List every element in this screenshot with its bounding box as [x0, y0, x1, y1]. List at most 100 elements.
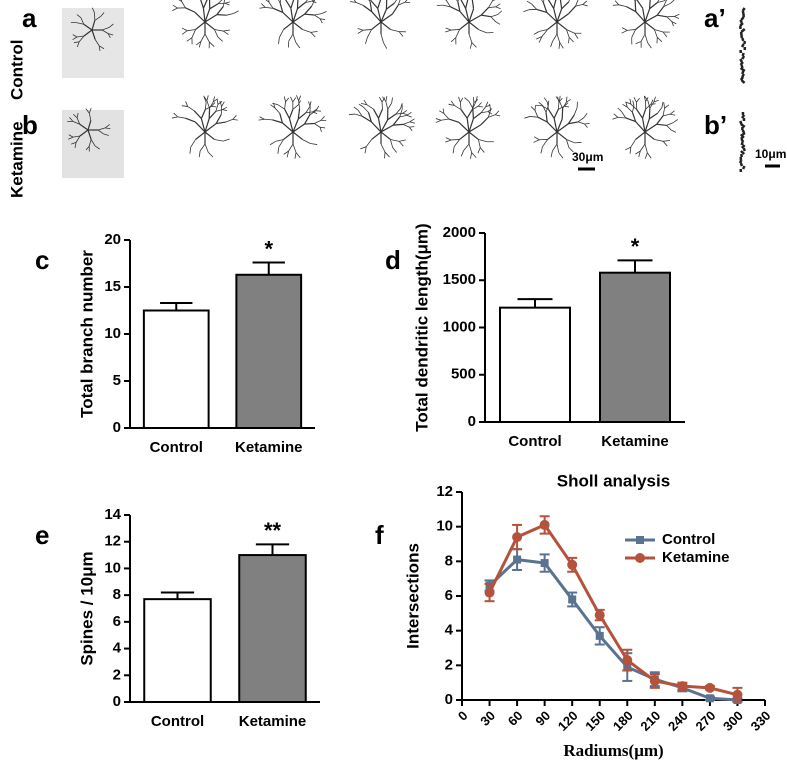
- dendrite: [542, 139, 547, 146]
- dendrite: [261, 4, 265, 8]
- dendrite: [445, 140, 451, 142]
- dendrite: [217, 6, 223, 14]
- dendrite: [188, 106, 195, 110]
- marker: [596, 632, 604, 640]
- dendrite: [399, 32, 403, 37]
- dendrite: [378, 0, 381, 8]
- dendrite: [615, 1, 619, 5]
- series-line: [490, 560, 738, 700]
- dendrite: [358, 30, 363, 33]
- dendrite: [491, 17, 496, 22]
- dendrite: [284, 97, 285, 102]
- panel-label: b’: [704, 110, 727, 140]
- dendrite: [199, 151, 200, 157]
- spine: [743, 166, 744, 169]
- dendrite: [174, 113, 178, 117]
- dendrite: [657, 37, 662, 41]
- y-tick-label: 0: [468, 413, 476, 430]
- dendrite: [548, 109, 554, 118]
- dendrite: [657, 116, 663, 124]
- row-label: Control: [7, 40, 26, 100]
- y-tick-label: 8: [113, 586, 121, 603]
- dendrite: [356, 2, 363, 5]
- dendrite: [671, 130, 676, 132]
- dendrite: [259, 7, 265, 8]
- dendrite: [363, 107, 368, 112]
- dendrite: [657, 15, 667, 17]
- spine: [741, 29, 745, 32]
- marker: [595, 610, 605, 620]
- dendrite: [627, 107, 632, 112]
- dendrite: [296, 152, 300, 157]
- dendrite: [302, 29, 311, 32]
- dendrite: [192, 29, 196, 37]
- dendrite: [454, 0, 458, 2]
- y-tick-label: 15: [104, 278, 121, 295]
- dendrite: [480, 148, 484, 153]
- dendrite: [667, 17, 672, 22]
- y-tick-label: 500: [451, 366, 476, 383]
- dendrite: [365, 37, 367, 43]
- dendrite: [614, 114, 618, 118]
- dendrite: [441, 119, 449, 120]
- dendrite: [666, 123, 673, 126]
- dendrite: [454, 139, 459, 146]
- dendrite: [622, 112, 626, 118]
- x-tick-label: Control: [508, 433, 561, 450]
- spine: [744, 148, 745, 151]
- dendrite: [583, 5, 588, 6]
- y-tick-label: 6: [113, 613, 121, 630]
- dendrite: [548, 132, 557, 139]
- dendrite: [222, 107, 227, 109]
- dendrite: [454, 105, 461, 109]
- y-tick-label: 4: [113, 640, 122, 657]
- dendrite: [311, 31, 318, 32]
- dendrite: [205, 144, 208, 152]
- dendrite: [654, 29, 663, 32]
- dendrite: [265, 7, 273, 8]
- x-tick-label: 150: [582, 708, 608, 734]
- legend-marker: [636, 536, 644, 544]
- bar: [144, 311, 209, 429]
- dendrite: [265, 0, 269, 2]
- dendrite: [227, 13, 234, 15]
- dendrite: [674, 16, 679, 18]
- dendrite: [613, 5, 619, 6]
- dendrite: [664, 102, 665, 108]
- dendrite: [270, 141, 275, 144]
- dendrite: [182, 106, 188, 107]
- y-tick-label: 10: [436, 518, 453, 535]
- dendrite: [208, 152, 213, 157]
- dendrite: [473, 108, 474, 118]
- dendrite: [360, 147, 366, 149]
- dendrite: [233, 119, 238, 120]
- dendrite: [410, 122, 415, 123]
- y-tick-label: 8: [445, 552, 453, 569]
- panel-label: e: [35, 520, 49, 550]
- dendrite: [305, 123, 315, 124]
- dendrite: [194, 111, 201, 119]
- dendrite: [464, 98, 469, 102]
- dendrite: [296, 95, 298, 100]
- y-tick-label: 0: [113, 419, 121, 436]
- dendrite: [392, 98, 393, 103]
- marker: [732, 690, 742, 700]
- dendrite: [478, 103, 482, 107]
- dendrite: [285, 0, 291, 8]
- dendrite: [366, 139, 371, 146]
- dendrite: [403, 122, 410, 125]
- dendrite: [260, 117, 265, 120]
- dendrite: [407, 112, 412, 115]
- dendrite: [540, 0, 544, 3]
- dendrite: [560, 43, 564, 49]
- x-tick-label: 60: [505, 708, 526, 729]
- dendrite: [306, 112, 313, 113]
- dendrite: [654, 139, 663, 141]
- dendrite: [259, 119, 265, 120]
- dendrite: [306, 107, 310, 113]
- dendrite: [280, 0, 281, 3]
- dendrite: [381, 132, 390, 139]
- dendrite: [272, 103, 278, 105]
- dendrite: [637, 0, 643, 8]
- spine: [742, 38, 743, 41]
